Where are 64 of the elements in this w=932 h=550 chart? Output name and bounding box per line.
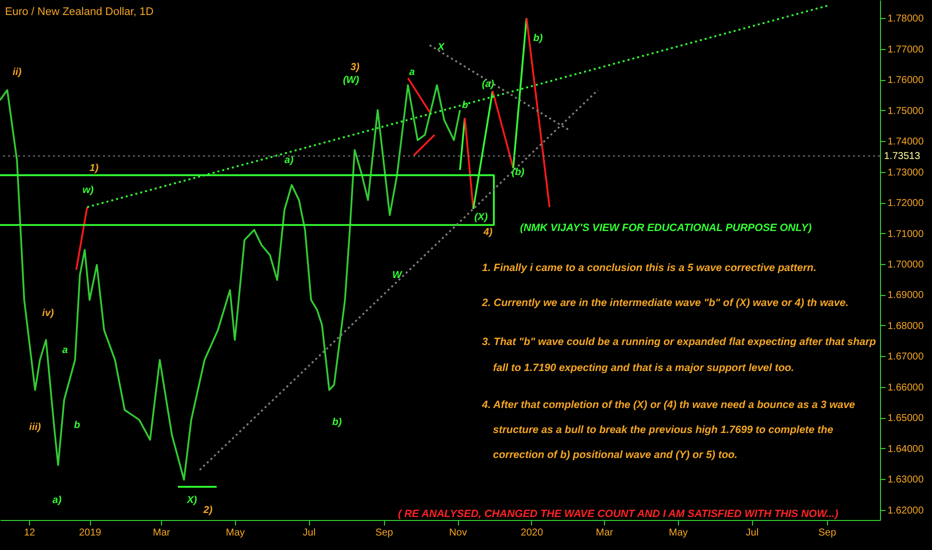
annotation: (b)	[512, 167, 526, 178]
annotation: (X)	[474, 212, 488, 223]
annotation: 3. That "b" wave could be a running or expanded flat expecting after that sharp	[482, 336, 876, 348]
y-tick-label: 1.68000	[888, 320, 924, 332]
y-tick-label: 1.70000	[888, 259, 924, 270]
annotation: a)	[52, 495, 62, 506]
annotation: b	[462, 100, 468, 111]
annotation: X)	[186, 495, 198, 506]
y-tick-label: 1.76000	[888, 75, 924, 86]
y-tick-label: 1.62000	[888, 505, 924, 516]
annotation: b)	[332, 417, 342, 428]
ref-line-label: 1.73513	[884, 151, 921, 162]
annotation: 2. Currently we are in the intermediate wave "b" of (X) wave or 4) th wave.	[481, 297, 849, 309]
x-tick-label: Jul	[746, 528, 759, 538]
y-tick-label: 1.65000	[888, 413, 924, 424]
text: Euro / New Zealand Dollar, 1D	[5, 6, 154, 18]
annotation: ii)	[12, 67, 22, 78]
x-tick-label: May	[668, 528, 688, 538]
annotation: a	[409, 67, 416, 78]
annotation: W	[392, 270, 404, 281]
annotation: b)	[533, 33, 544, 44]
y-tick-label: 1.74000	[888, 136, 924, 148]
y-tick-label: 1.66000	[888, 382, 924, 394]
x-tick-label: Mar	[596, 528, 614, 538]
annotation: fall to 1.7190 expecting and that is a major support level too.	[493, 362, 794, 374]
line-series	[0, 84, 461, 481]
x-tick-label: 2019	[78, 528, 102, 538]
annotation: (W)	[342, 75, 360, 86]
y-tick-label: 1.71000	[888, 228, 924, 240]
y-tick-label: 1.73000	[888, 167, 924, 178]
y-tick-label: 1.75000	[888, 106, 924, 117]
annotation: 3)	[350, 62, 360, 73]
annotation: b	[74, 420, 80, 431]
annotation: iv)	[42, 308, 55, 319]
annotation: 4. After that completion of the (X) or (4) th wave need a bounce as a 3 wave	[481, 399, 856, 411]
y-tick-label: 1.69000	[888, 290, 924, 302]
annotation: X	[436, 42, 446, 53]
annotation: ( RE ANALYSED, CHANGED THE WAVE COUNT AND I AM SATISFIED WITH THIS NOW...)	[398, 508, 839, 520]
annotation: a)	[284, 155, 294, 166]
y-tick-label: 1.78000	[888, 14, 924, 25]
annotation: w)	[82, 185, 94, 196]
x-tick-label: Mar	[152, 528, 171, 538]
y-tick-label: 1.67000	[888, 352, 924, 363]
x-tick-label: Sep	[375, 528, 394, 538]
annotation: 2)	[202, 505, 214, 516]
x-tick-label: May	[226, 528, 245, 538]
x-tick-label: 2020	[520, 528, 544, 538]
annotation: iii)	[29, 422, 42, 433]
y-tick-label: 1.72000	[888, 198, 924, 210]
y-tick-label: 1.77000	[888, 44, 924, 56]
x-tick-label: Jul	[302, 528, 316, 538]
annotation: 1)	[90, 163, 100, 174]
annotation: a	[62, 345, 68, 356]
annotation: (a)	[482, 79, 495, 90]
annotation: correction of b) positional wave and (Y) or 5) too.	[493, 449, 738, 461]
annotation: 1. Finally i came to a conclusion this is a 5 wave corrective pattern.	[482, 262, 816, 274]
x-tick-label: 12	[24, 528, 36, 538]
annotation: (NMK VIJAY'S VIEW FOR EDUCATIONAL PURPOSE ONLY)	[520, 222, 812, 234]
y-tick-label: 1.64000	[888, 444, 924, 455]
x-tick-label: Sep	[818, 528, 837, 538]
x-tick-label: Nov	[449, 528, 467, 538]
annotation: structure as a bull to break the previous high 1.7699 to complete the	[493, 424, 834, 436]
y-tick-label: 1.63000	[888, 474, 924, 486]
annotation: 4)	[482, 227, 494, 238]
